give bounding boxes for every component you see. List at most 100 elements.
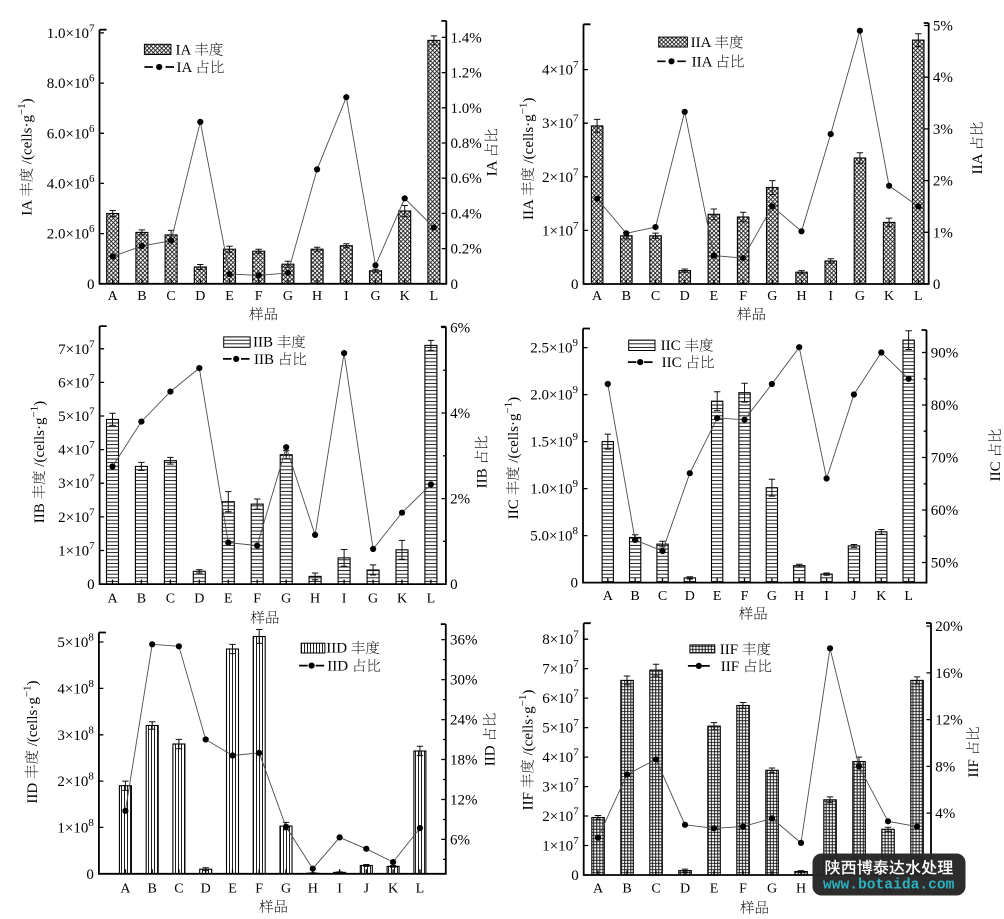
svg-text:G: G (281, 592, 291, 607)
svg-text:4×107: 4×107 (58, 439, 95, 459)
svg-text:L: L (416, 881, 425, 896)
svg-text:3%: 3% (933, 122, 953, 138)
svg-text:H: H (310, 592, 320, 607)
svg-text:B: B (630, 589, 639, 604)
svg-text:5.0×108: 5.0×108 (530, 525, 578, 545)
svg-text:8%: 8% (935, 759, 955, 775)
svg-text:K: K (884, 289, 894, 304)
svg-text:IA: IA (20, 200, 36, 216)
svg-text:IIA: IIA (970, 153, 986, 174)
svg-text:G: G (855, 289, 865, 304)
svg-text:1.0×107: 1.0×107 (47, 22, 95, 42)
svg-text:L: L (914, 289, 923, 304)
svg-text:6×107: 6×107 (542, 688, 579, 708)
svg-text:J: J (851, 589, 857, 604)
svg-text:IIB: IIB (475, 468, 491, 488)
svg-text:4%: 4% (450, 406, 470, 422)
svg-text:G: G (767, 589, 777, 604)
svg-text:A: A (592, 289, 603, 304)
svg-text:F: F (253, 592, 261, 607)
svg-text:18%: 18% (450, 753, 478, 769)
svg-text:IIF: IIF (521, 792, 537, 810)
svg-text:IIF: IIF (721, 659, 739, 675)
svg-text:H: H (308, 881, 318, 896)
svg-text:H: H (796, 881, 806, 896)
svg-text:D: D (680, 881, 690, 896)
svg-text:5×107: 5×107 (58, 406, 95, 426)
svg-text:F: F (739, 881, 747, 896)
svg-text:8×107: 8×107 (542, 629, 579, 649)
svg-text:F: F (739, 289, 747, 304)
svg-text:1.5×109: 1.5×109 (530, 431, 578, 451)
svg-text:IIB: IIB (32, 503, 48, 523)
svg-text:E: E (228, 881, 237, 896)
svg-text:A: A (120, 881, 131, 896)
svg-text:D: D (680, 289, 690, 304)
svg-text:H: H (796, 289, 806, 304)
svg-text:K: K (876, 589, 886, 604)
svg-text:A: A (108, 289, 119, 304)
svg-text:H: H (312, 289, 322, 304)
svg-text:1.0%: 1.0% (451, 101, 482, 117)
svg-text:0: 0 (87, 577, 95, 593)
svg-text:F: F (741, 589, 749, 604)
svg-text:C: C (658, 589, 667, 604)
svg-text:IIA: IIA (692, 54, 713, 70)
svg-text:IIF: IIF (966, 759, 982, 777)
svg-text:36%: 36% (450, 633, 478, 649)
svg-text:G: G (368, 592, 378, 607)
svg-text:2×107: 2×107 (58, 506, 95, 526)
svg-text:60%: 60% (931, 503, 959, 519)
svg-text:J: J (364, 881, 370, 896)
svg-text:90%: 90% (931, 346, 959, 362)
svg-text:G: G (767, 881, 777, 896)
svg-text:50%: 50% (931, 556, 959, 572)
svg-text:4%: 4% (935, 806, 955, 822)
svg-text:K: K (388, 881, 398, 896)
svg-text:4×107: 4×107 (542, 747, 579, 767)
svg-text:I: I (828, 289, 833, 304)
svg-text:H: H (794, 589, 804, 604)
svg-text:0: 0 (571, 277, 579, 293)
svg-text:4×108: 4×108 (57, 678, 94, 698)
svg-text:D: D (194, 592, 204, 607)
svg-text:IIB: IIB (253, 335, 273, 351)
svg-text:L: L (904, 589, 913, 604)
svg-text:IID: IID (326, 641, 347, 657)
svg-text:5%: 5% (933, 19, 953, 35)
svg-text:L: L (427, 592, 436, 607)
svg-text:C: C (166, 592, 175, 607)
svg-text:L: L (430, 289, 439, 304)
svg-text:2.0×106: 2.0×106 (47, 223, 95, 243)
svg-text:IIC: IIC (661, 338, 681, 354)
svg-text:F: F (255, 881, 263, 896)
svg-text:I: I (344, 289, 349, 304)
svg-text:1×107: 1×107 (542, 835, 579, 855)
svg-text:2.5×109: 2.5×109 (530, 337, 578, 357)
svg-text:E: E (710, 289, 719, 304)
svg-text:IIA: IIA (691, 35, 712, 51)
svg-text:D: D (685, 589, 695, 604)
svg-text:30%: 30% (450, 673, 478, 689)
svg-text:0.2%: 0.2% (451, 242, 482, 258)
svg-text:G: G (283, 289, 293, 304)
svg-text:G: G (281, 881, 291, 896)
svg-text:1.0×109: 1.0×109 (530, 478, 578, 498)
svg-text:I: I (337, 881, 342, 896)
svg-text:C: C (651, 289, 660, 304)
svg-text:1.4%: 1.4% (451, 30, 482, 46)
svg-text:IIC: IIC (506, 499, 522, 519)
svg-text:3×107: 3×107 (542, 776, 579, 796)
svg-text:D: D (195, 289, 205, 304)
svg-text:7×107: 7×107 (542, 658, 579, 678)
svg-text:B: B (148, 881, 157, 896)
svg-text:K: K (397, 592, 407, 607)
svg-text:A: A (593, 881, 604, 896)
svg-text:IIC: IIC (988, 461, 1004, 481)
svg-text:3×108: 3×108 (57, 724, 94, 744)
svg-text:I: I (342, 592, 347, 607)
svg-text:6×107: 6×107 (58, 372, 95, 392)
svg-text:0.4%: 0.4% (451, 206, 482, 222)
svg-text:4%: 4% (933, 70, 953, 86)
svg-text:3×107: 3×107 (58, 473, 95, 493)
